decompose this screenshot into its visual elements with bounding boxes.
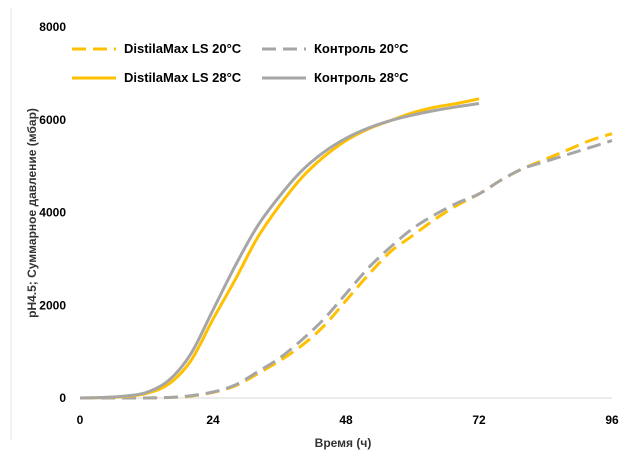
series-line-3 — [79, 97, 480, 400]
x-tick-label: 72 — [472, 413, 486, 427]
series-line-1 — [79, 132, 613, 400]
legend-entry: DistilaMax LS 20°C — [124, 41, 242, 56]
x-tick-label: 0 — [77, 413, 84, 427]
y-tick-label: 8000 — [39, 20, 66, 34]
legend-entry: Контроль 20°C — [314, 41, 409, 56]
legend-entry: Контроль 28°C — [314, 70, 409, 85]
legend-entry: DistilaMax LS 28°C — [124, 70, 242, 85]
x-tick-label: 24 — [206, 413, 220, 427]
y-tick-label: 4000 — [39, 206, 66, 220]
y-tick-label: 6000 — [39, 113, 66, 127]
series-line-2 — [79, 139, 613, 400]
x-tick-label: 48 — [339, 413, 353, 427]
x-axis-label: Время (ч) — [315, 436, 372, 450]
x-tick-label: 96 — [605, 413, 619, 427]
y-axis-label: pH4.5; Суммарное давление (мбар) — [25, 108, 39, 318]
y-tick-label: 0 — [59, 391, 66, 405]
y-tick-label: 2000 — [39, 298, 66, 312]
series-line-4 — [79, 102, 480, 400]
